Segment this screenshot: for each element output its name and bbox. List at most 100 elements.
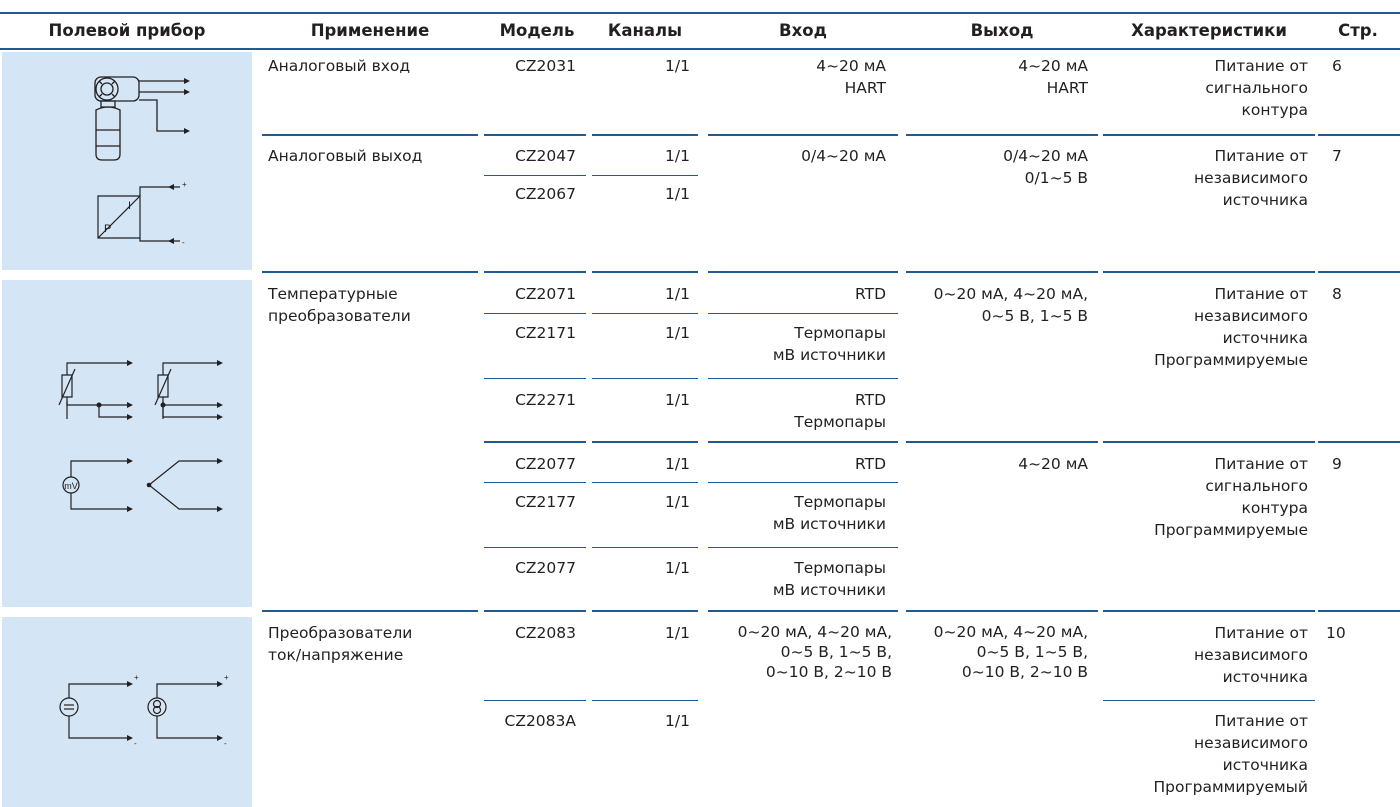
row-rule [592,271,698,273]
row-rule [1103,700,1315,701]
diagram-label-mv: mV [64,481,78,491]
model-cz2077b: CZ2077 [515,559,576,577]
row-rule [484,134,586,136]
row-rule [592,175,698,176]
row-rule [906,134,1098,136]
input-cz2271: RTD Термопары [794,391,886,431]
input-cz2077: RTD [854,455,886,473]
model-cz2083: CZ2083 [515,624,576,642]
page-cz2031: 6 [1332,57,1342,75]
row-rule [592,313,698,314]
row-rule [1318,610,1400,612]
rtd-sensor-icon [55,360,223,420]
channels-cz2071: 1/1 [665,285,690,303]
input-cz2177: Термопары мВ источники [772,493,886,533]
row-rule [262,610,478,612]
col-header-model: Модель [499,21,575,40]
col-header-output: Выход [970,21,1034,40]
channels-cz2047: 1/1 [665,147,690,165]
row-rule [592,482,698,483]
header-bottom-rule [0,48,1400,50]
row-rule [906,271,1098,273]
application-temperature-converters: Температурные преобразователи [268,285,411,325]
model-cz2077: CZ2077 [515,455,576,473]
row-rule [592,441,698,443]
row-rule [1318,441,1400,443]
row-rule [1318,271,1400,273]
row-rule [708,482,898,483]
input-cz2171: Термопары мВ источники [772,324,886,364]
col-header-device: Полевой прибор [48,21,206,40]
application-analog-output: Аналоговый выход [268,147,423,165]
output-cz2071: 0~20 мА, 4~20 мА, 0~5 В, 1~5 В [933,285,1088,325]
diagram-label-p: P [104,223,111,235]
transmitter-icon [92,70,190,165]
features-cz2031: Питание от сигнального контура [1205,57,1308,119]
channels-cz2177: 1/1 [665,493,690,511]
row-rule [708,134,898,136]
diagram-label-minus: - [224,739,227,748]
row-rule [708,547,898,548]
output-cz2077: 4~20 мА [1018,455,1088,473]
row-rule [708,610,898,612]
channels-cz2171: 1/1 [665,324,690,342]
row-rule [708,313,898,314]
diagram-label-plus: + [182,180,187,189]
row-rule [906,441,1098,443]
application-current-voltage-converters: Преобразователи ток/напряжение [268,624,413,664]
row-rule [592,547,698,548]
diagram-label-plus: + [134,673,139,682]
diagram-label-i: I [128,200,131,212]
output-cz2083: 0~20 мА, 4~20 мА, 0~5 В, 1~5 В, 0~10 В, 2~… [933,623,1088,681]
application-analog-input: Аналоговый вход [268,57,411,75]
row-rule [484,441,586,443]
output-cz2047: 0/4~20 мА 0/1~5 В [1003,147,1088,187]
model-cz2171: CZ2171 [515,324,576,342]
input-cz2083: 0~20 мА, 4~20 мА, 0~5 В, 1~5 В, 0~10 В, 2~… [737,623,892,681]
row-rule [262,271,478,273]
row-rule [592,700,698,701]
channels-cz2271: 1/1 [665,391,690,409]
row-rule [1103,134,1315,136]
input-cz2031: 4~20 мА HART [816,57,886,97]
header-top-rule [0,12,1400,14]
model-cz2047: CZ2047 [515,147,576,165]
channels-cz2031: 1/1 [665,57,690,75]
features-cz2047: Питание от независимого источника [1193,147,1308,209]
row-rule [708,378,898,379]
row-rule [484,482,586,483]
input-cz2071: RTD [854,285,886,303]
page-cz2077: 9 [1332,455,1342,473]
channels-cz2083: 1/1 [665,624,690,642]
device-panel-temperature [2,280,252,607]
channels-cz2067: 1/1 [665,185,690,203]
features-cz2071: Питание от независимого источника Программи… [1154,285,1308,369]
col-header-application: Применение [310,21,430,40]
row-rule [708,441,898,443]
input-cz2047: 0/4~20 мА [801,147,886,165]
model-cz2083a: CZ2083A [504,712,577,730]
page-cz2047: 7 [1332,147,1342,165]
row-rule [592,610,698,612]
page-cz2083: 10 [1326,624,1346,642]
device-panel-current-voltage [2,617,252,807]
row-rule [1103,271,1315,273]
row-rule [484,610,586,612]
col-header-features: Характеристики [1131,21,1287,40]
model-cz2031: CZ2031 [515,57,576,75]
diagram-label-minus: - [182,238,185,247]
row-rule [1103,610,1315,612]
model-cz2071: CZ2071 [515,285,576,303]
features-cz2083: Питание от независимого источника [1193,624,1308,686]
row-rule [484,313,586,314]
col-header-channels: Каналы [607,21,683,40]
row-rule [1103,441,1315,443]
page-cz2071: 8 [1332,285,1342,303]
col-header-page: Стр. [1338,21,1378,40]
output-cz2031: 4~20 мА HART [1018,57,1088,97]
model-cz2271: CZ2271 [515,391,576,409]
row-rule [262,134,478,136]
features-cz2077: Питание от сигнального контура Программируе… [1154,455,1308,539]
row-rule [906,610,1098,612]
channels-cz2077b: 1/1 [665,559,690,577]
